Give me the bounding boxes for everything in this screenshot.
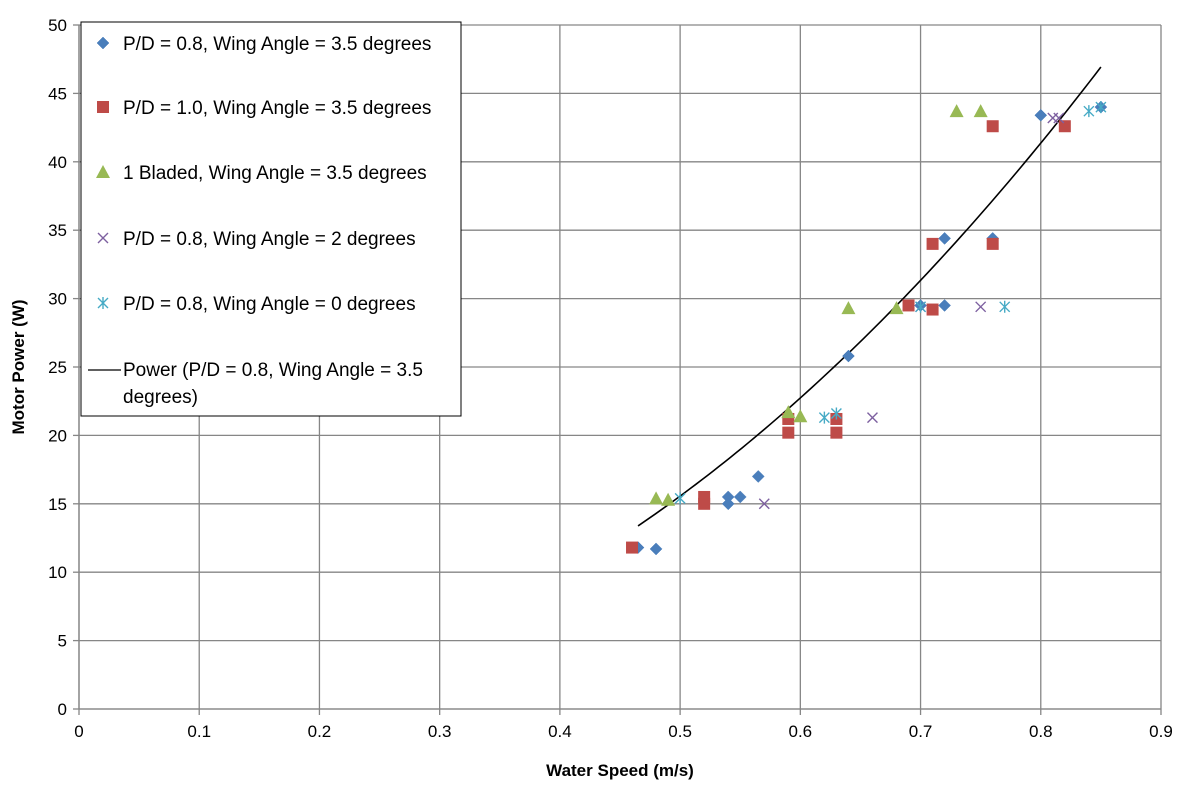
data-point-square <box>986 120 999 133</box>
y-tick-label: 15 <box>48 495 67 514</box>
data-point-square <box>698 497 711 510</box>
data-point-triangle <box>781 405 796 419</box>
data-point-square <box>926 237 939 250</box>
legend-label-s3: P/D = 0.8, Wing Angle = 2 degrees <box>123 229 416 250</box>
data-point-triangle <box>889 301 904 315</box>
legend-label-s1: P/D = 1.0, Wing Angle = 3.5 degrees <box>123 98 431 119</box>
legend-item-s1: P/D = 1.0, Wing Angle = 3.5 degrees <box>97 98 431 119</box>
legend-marker-diamond <box>96 36 110 50</box>
legend-item-s2: 1 Bladed, Wing Angle = 3.5 degrees <box>96 163 427 184</box>
legend-symbol-triangle <box>96 165 110 178</box>
legend-label-trendline-1: Power (P/D = 0.8, Wing Angle = 3.5 <box>123 360 423 381</box>
data-point-square <box>626 541 639 554</box>
y-tick-label: 30 <box>48 290 67 309</box>
legend-marker-square <box>97 101 109 113</box>
data-point-triangle <box>649 491 664 505</box>
x-axis-title: Water Speed (m/s) <box>546 761 694 780</box>
y-tick-label: 10 <box>48 563 67 582</box>
x-tick-label: 0.1 <box>187 722 211 741</box>
data-point-triangle <box>841 301 856 315</box>
data-point-triangle <box>793 409 808 423</box>
data-point-square <box>830 426 843 439</box>
y-tick-label: 45 <box>48 84 67 103</box>
trendline-power-curve <box>637 66 1102 527</box>
data-point-square <box>926 303 939 316</box>
legend-marker-triangle <box>96 165 110 178</box>
data-point-star <box>999 300 1011 313</box>
x-tick-label: 0.7 <box>909 722 933 741</box>
x-tick-label: 0.8 <box>1029 722 1053 741</box>
data-point-diamond <box>751 470 765 483</box>
data-point-triangle <box>949 104 964 118</box>
data-point-star <box>674 492 686 505</box>
legend-label-trendline-2: degrees) <box>123 387 198 408</box>
data-point-diamond <box>842 349 855 363</box>
data-point-square <box>902 299 915 312</box>
data-point-x <box>758 498 770 510</box>
x-tick-label: 0.5 <box>668 722 692 741</box>
data-point-star <box>915 300 927 313</box>
y-tick-label: 35 <box>48 221 67 240</box>
legend: P/D = 0.8, Wing Angle = 3.5 degrees P/D … <box>80 21 462 417</box>
x-tick-label: 0.4 <box>548 722 572 741</box>
x-tick-label: 0.2 <box>308 722 332 741</box>
y-tick-label: 5 <box>58 632 67 651</box>
data-points <box>626 100 1108 556</box>
legend-label-s2: 1 Bladed, Wing Angle = 3.5 degrees <box>123 163 427 184</box>
y-tick-label: 40 <box>48 153 67 172</box>
data-point-diamond <box>721 497 735 511</box>
data-point-star <box>818 411 830 424</box>
data-point-star <box>1083 105 1095 118</box>
legend-item-trendline: Power (P/D = 0.8, Wing Angle = 3.5 degre… <box>88 360 423 408</box>
legend-item-s4: P/D = 0.8, Wing Angle = 0 degrees <box>97 294 416 315</box>
legend-symbol-star <box>97 297 109 309</box>
data-point-diamond <box>938 299 951 312</box>
y-axis-title: Motor Power (W) <box>9 299 28 434</box>
y-tick-label: 50 <box>48 16 67 35</box>
x-tick-label: 0.6 <box>789 722 813 741</box>
data-point-triangle <box>661 492 676 506</box>
data-point-x <box>1053 112 1065 124</box>
y-tick-label: 20 <box>48 426 67 445</box>
data-point-star <box>1095 101 1107 114</box>
legend-item-s0: P/D = 0.8, Wing Angle = 3.5 degrees <box>96 34 431 55</box>
x-tick-label: 0 <box>74 722 83 741</box>
data-point-x <box>975 301 987 313</box>
x-axis-ticks: 0 0.1 0.2 0.3 0.4 0.5 0.6 0.7 0.8 0.9 <box>74 709 1173 741</box>
y-tick-label: 25 <box>48 358 67 377</box>
data-point-diamond <box>1034 108 1048 122</box>
data-point-triangle <box>973 104 988 118</box>
legend-box <box>80 21 462 417</box>
x-tick-label: 0.9 <box>1149 722 1173 741</box>
data-point-diamond <box>938 232 951 245</box>
data-point-square <box>782 426 795 439</box>
trendline-layer <box>637 66 1102 527</box>
legend-symbol-square <box>97 101 109 113</box>
legend-symbol-x <box>97 232 109 244</box>
x-tick-label: 0.3 <box>428 722 452 741</box>
legend-label-s0: P/D = 0.8, Wing Angle = 3.5 degrees <box>123 34 431 55</box>
y-axis-ticks: 0 5 10 15 20 25 30 35 40 45 50 <box>48 16 79 719</box>
legend-marker-x <box>97 232 109 244</box>
data-point-star <box>830 407 842 420</box>
data-point-square <box>1058 120 1071 133</box>
legend-symbol-diamond <box>96 36 110 50</box>
data-point-diamond <box>649 542 663 556</box>
data-point-x <box>866 412 878 424</box>
data-point-square <box>986 237 999 250</box>
data-point-diamond <box>733 490 747 504</box>
y-tick-label: 0 <box>58 700 67 719</box>
legend-item-s3: P/D = 0.8, Wing Angle = 2 degrees <box>97 229 416 250</box>
legend-marker-star <box>97 297 109 309</box>
legend-label-s4: P/D = 0.8, Wing Angle = 0 degrees <box>123 294 416 315</box>
